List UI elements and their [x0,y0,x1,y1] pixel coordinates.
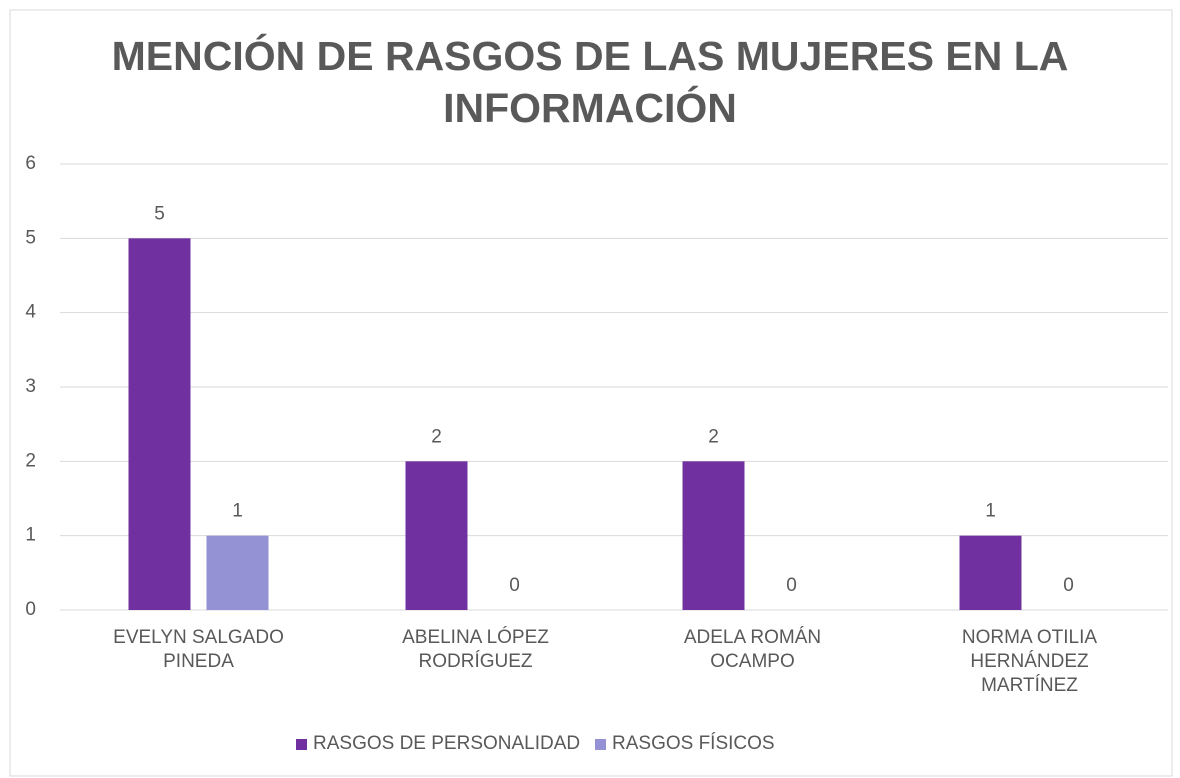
bar [682,461,745,610]
data-label: 2 [431,426,442,447]
y-tick-label: 0 [25,599,36,620]
data-label: 2 [708,426,719,447]
y-tick-label: 5 [25,227,36,248]
bar [405,461,468,610]
bar [959,535,1022,610]
x-tick-label: ABELINA LÓPEZ RODRÍGUEZ [402,627,549,672]
frame [9,9,1173,777]
x-tick-label: ADELA ROMÁN OCAMPO [683,627,822,672]
bar [206,535,269,610]
y-tick-label: 6 [25,153,36,174]
data-label: 5 [154,203,165,224]
legend-swatch [296,738,307,750]
legend-item: RASGOS FÍSICOS [595,733,775,755]
x-tick-label: EVELYN SALGADO PINEDA [113,627,284,672]
legend-label: RASGOS DE PERSONALIDAD [313,733,581,754]
y-tick-label: 1 [25,525,36,546]
data-label: 0 [786,575,797,596]
data-label: 1 [985,501,996,522]
legend-swatch [595,738,606,750]
y-tick-label: 4 [25,302,36,323]
x-tick-label: NORMA OTILIA HERNÁNDEZ MARTÍNEZ [961,627,1098,696]
legend-item: RASGOS DE PERSONALIDAD [296,733,580,755]
data-label: 1 [232,501,243,522]
chart-title: MENCIÓN DE RASGOS DE LAS MUJERES EN LA I… [111,33,1069,131]
y-tick-label: 3 [25,376,36,397]
data-label: 0 [509,575,520,596]
y-tick-label: 2 [25,450,36,471]
legend-label: RASGOS FÍSICOS [612,733,775,754]
bar [128,238,191,611]
data-label: 0 [1063,575,1074,596]
